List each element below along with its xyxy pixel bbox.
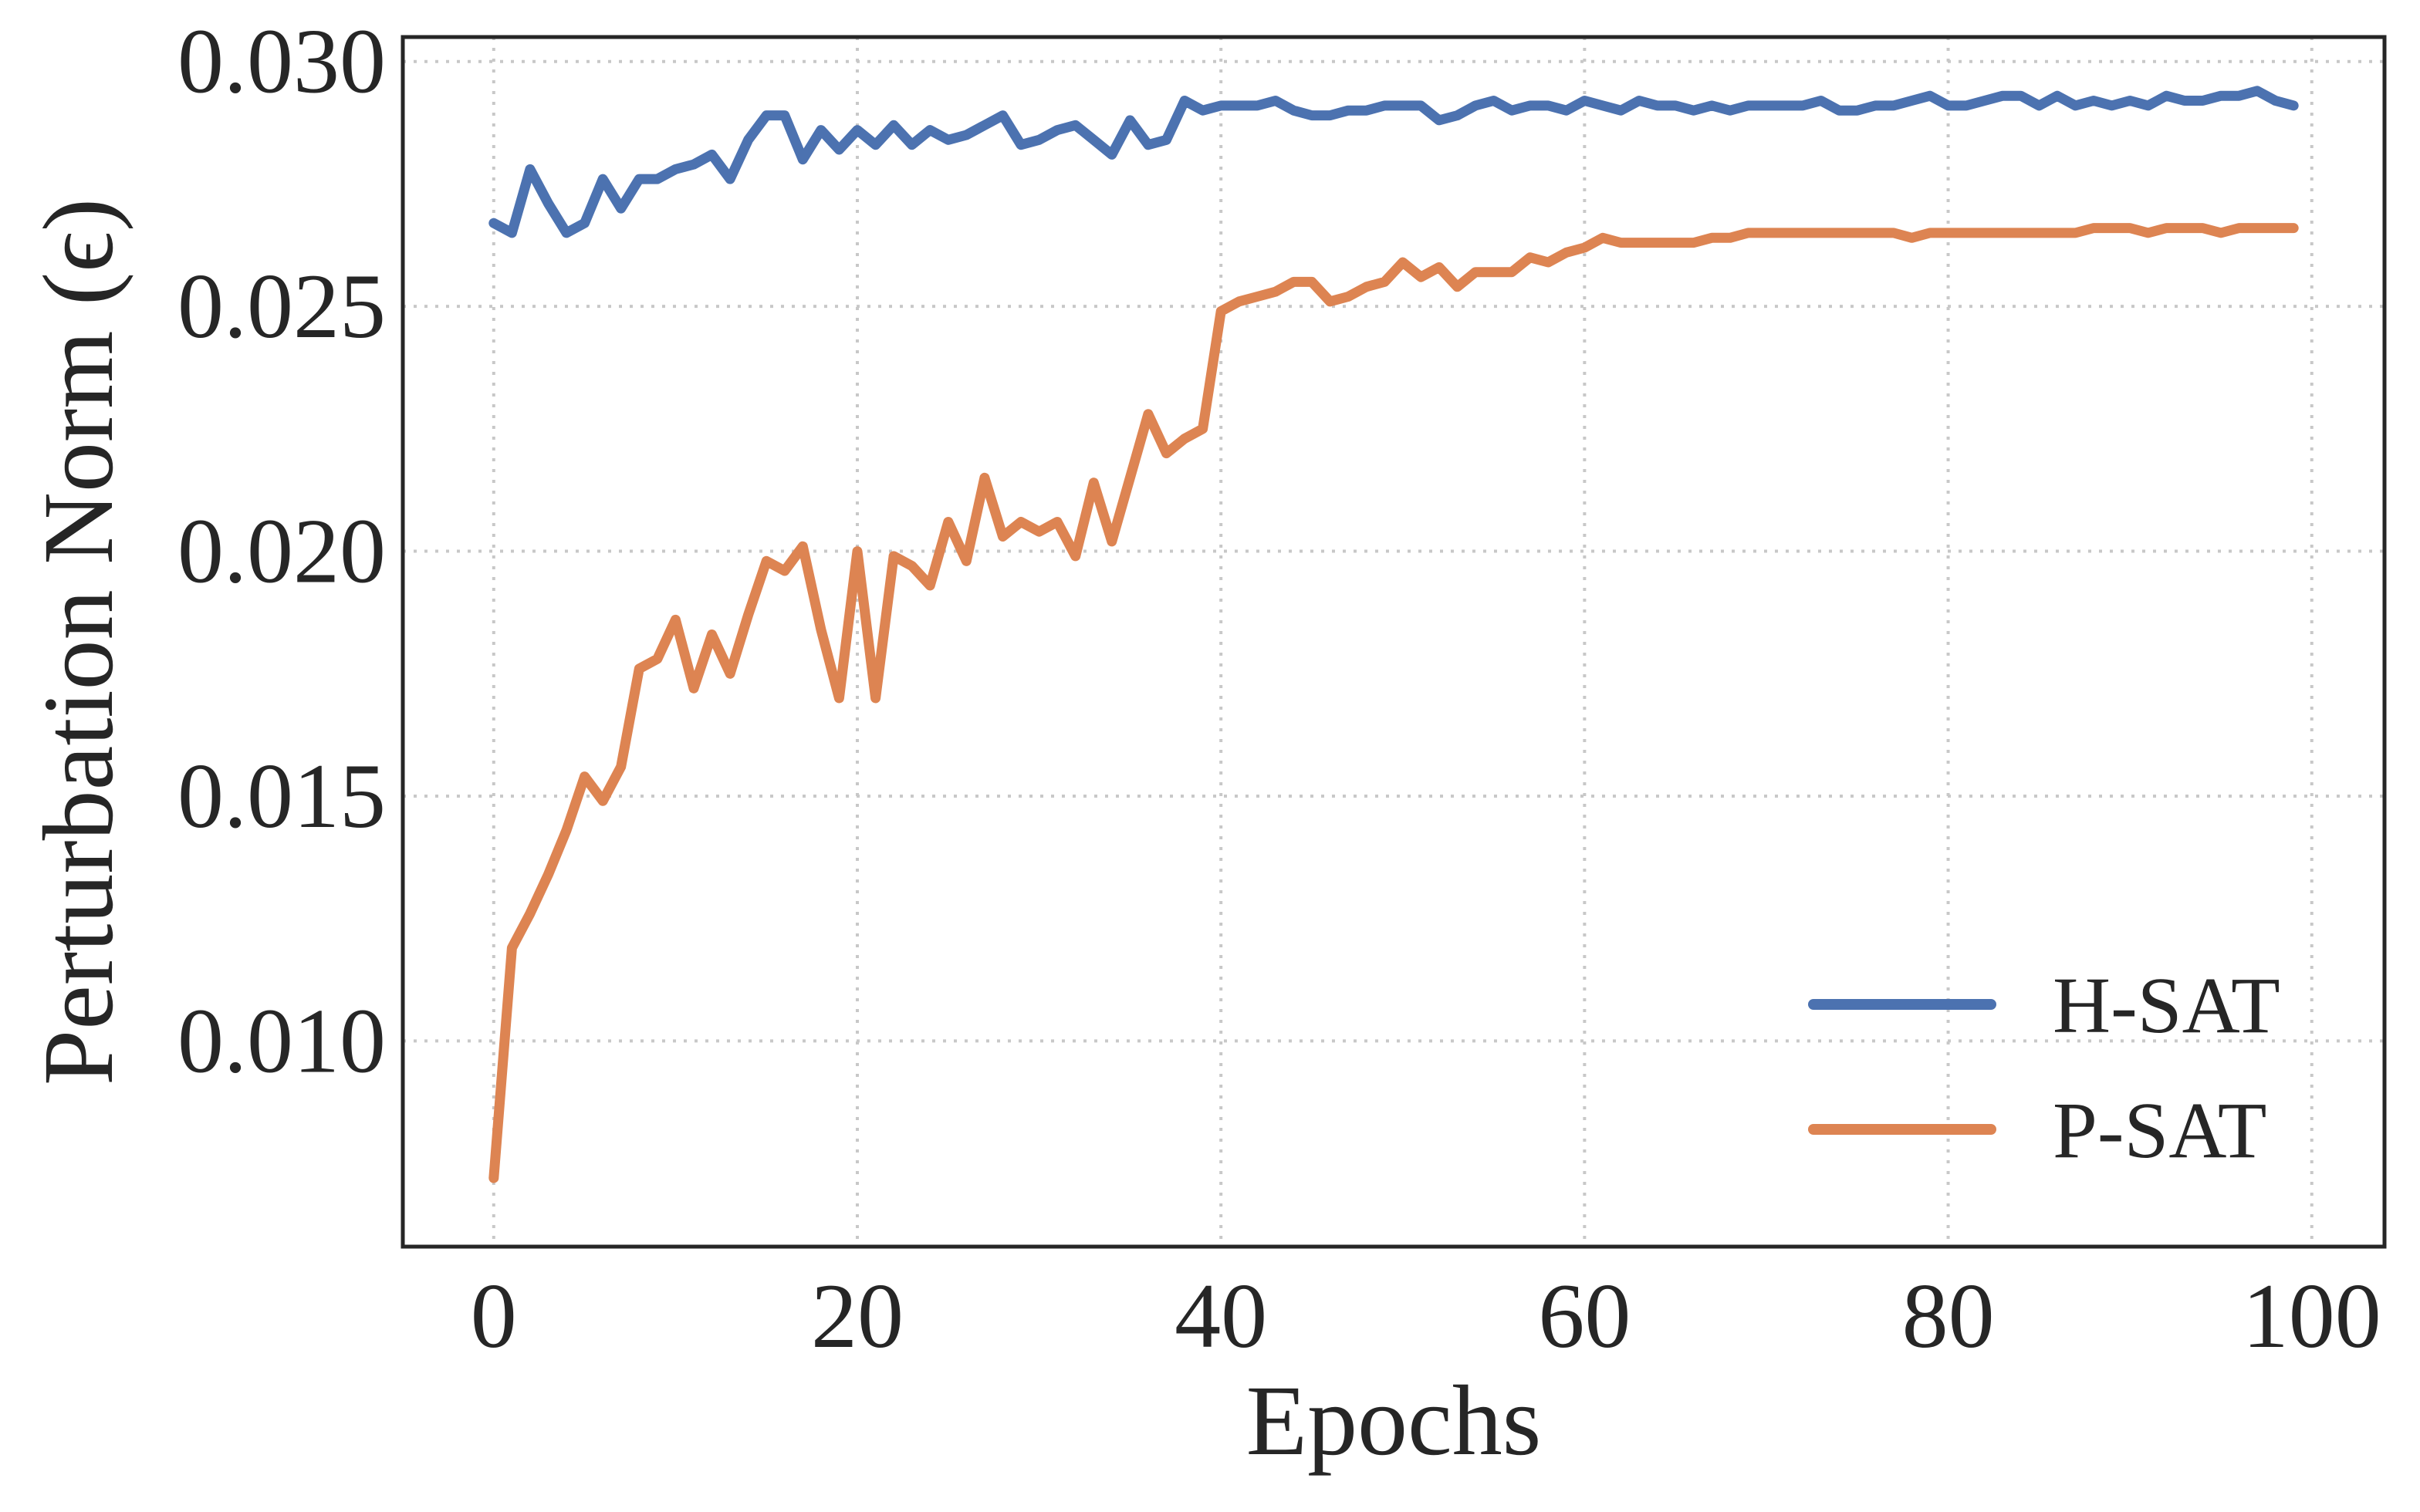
y-tick-label: 0.010	[177, 989, 386, 1092]
x-axis-title: Epochs	[1246, 1365, 1542, 1477]
x-tick-label: 40	[1175, 1264, 1267, 1367]
y-axis-title: Perturbation Norm (ϵ)	[23, 198, 134, 1085]
y-tick-label: 0.030	[177, 10, 386, 113]
grid	[403, 37, 2385, 1247]
series-line-p-sat	[488, 223, 2299, 1183]
y-tick-label: 0.025	[177, 255, 386, 357]
legend-item-h-sat: H-SAT	[1808, 961, 2280, 1050]
x-tick-label: 20	[811, 1264, 904, 1367]
axes-frame	[401, 35, 2387, 1249]
y-tick-labels: 0.010 0.015 0.020 0.025 0.030	[177, 10, 386, 1092]
legend-item-p-sat: P-SAT	[1808, 1086, 2266, 1175]
x-tick-label: 80	[1902, 1264, 1995, 1367]
y-tick-label: 0.015	[177, 744, 386, 847]
x-tick-label: 60	[1538, 1264, 1631, 1367]
series-lines	[488, 86, 2299, 1183]
legend-label: H-SAT	[2053, 961, 2280, 1050]
series-line-h-sat	[488, 86, 2299, 238]
x-tick-label: 0	[471, 1264, 517, 1367]
x-tick-labels: 0 20 40 60 80 100	[471, 1264, 2381, 1367]
legend: H-SAT P-SAT	[1808, 961, 2280, 1175]
legend-label: P-SAT	[2053, 1086, 2266, 1175]
y-tick-label: 0.020	[177, 500, 386, 602]
x-tick-label: 100	[2243, 1264, 2381, 1367]
